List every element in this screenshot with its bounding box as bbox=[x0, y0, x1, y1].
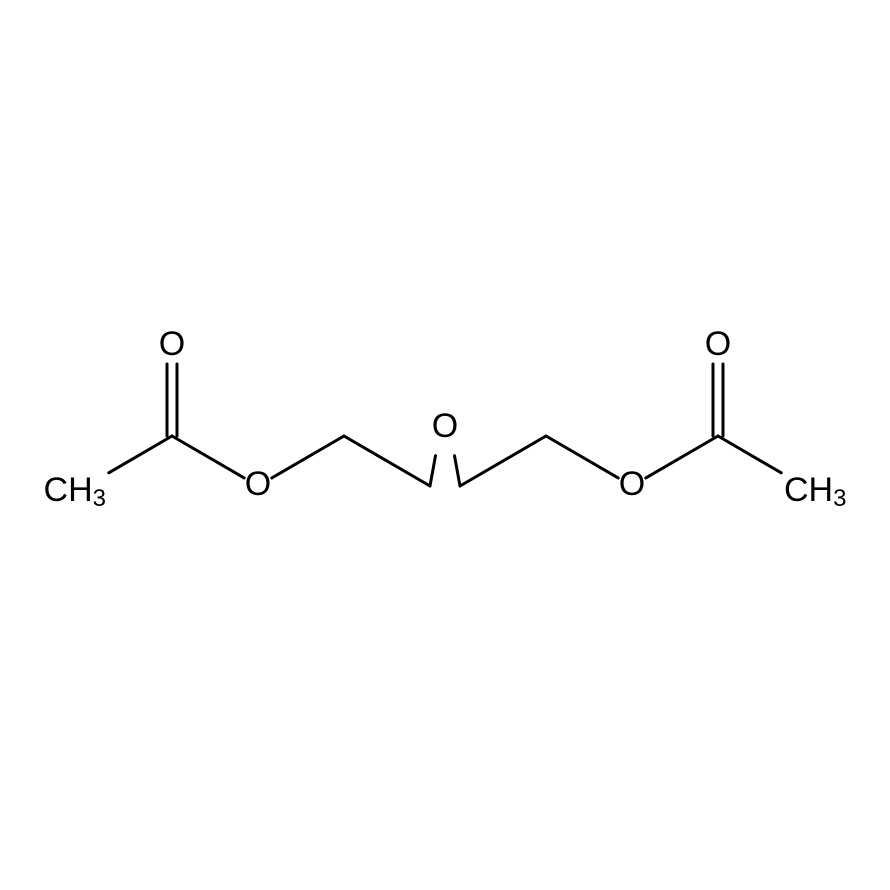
atom-label: O bbox=[705, 325, 731, 363]
bond-line bbox=[718, 436, 781, 473]
bond-line bbox=[344, 436, 430, 486]
atom-label: O bbox=[619, 465, 645, 503]
atom-label: CH3 bbox=[784, 471, 846, 512]
bond-line bbox=[546, 436, 618, 478]
bond-line bbox=[109, 436, 172, 473]
bond-line bbox=[172, 436, 244, 478]
bond-line bbox=[455, 456, 460, 486]
atom-label: O bbox=[245, 465, 271, 503]
chemical-structure-diagram: CH3 O O O O O CH3 bbox=[0, 0, 890, 890]
bond-line bbox=[460, 436, 546, 486]
bond-line bbox=[430, 456, 435, 486]
atom-label: O bbox=[159, 325, 185, 363]
atom-label: CH3 bbox=[44, 471, 106, 512]
bond-line bbox=[646, 436, 718, 478]
bond-line bbox=[272, 436, 344, 478]
atom-label: O bbox=[432, 407, 458, 445]
